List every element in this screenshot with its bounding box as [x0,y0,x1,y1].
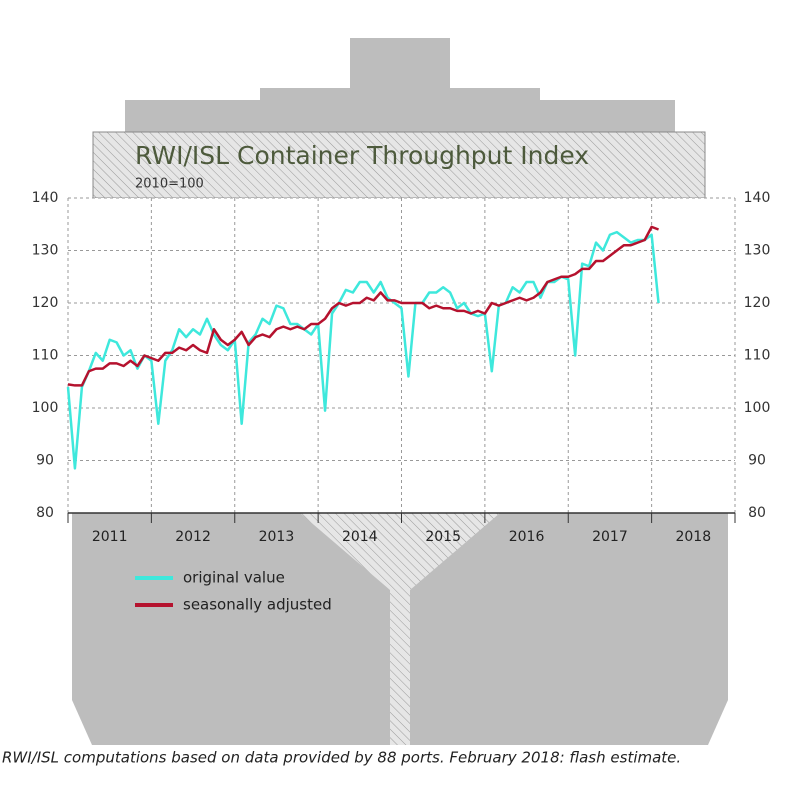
hull-hatch [300,513,500,745]
y-tick-label: 140 [32,190,59,206]
series-line [67,225,659,387]
x-tick-label: 2017 [592,529,628,545]
x-tick-label: 2013 [259,529,295,545]
x-tick-label: 2016 [509,529,545,545]
ship-bridge [125,100,675,132]
y2-tick-label: 90 [748,453,766,469]
y2-tick-label: 130 [744,243,771,259]
y-tick-label: 120 [32,295,59,311]
x-tick-label: 2012 [175,529,211,545]
y2-tick-label: 110 [744,348,771,364]
y-tick-label: 110 [32,348,59,364]
chart-subtitle: 2010=100 [135,177,204,192]
ship-funnel [350,38,450,90]
chart-title: RWI/ISL Container Throughput Index [135,141,589,170]
x-tick-label: 2018 [675,529,711,545]
y-tick-label: 130 [32,243,59,259]
y-tick-label: 80 [36,505,54,521]
y2-tick-label: 100 [744,400,771,416]
footnote: RWI/ISL computations based on data provi… [2,749,681,767]
legend-label: seasonally adjusted [183,596,332,614]
y2-tick-label: 140 [744,190,771,206]
ship-deck [260,88,540,102]
x-tick-label: 2014 [342,529,378,545]
y-tick-label: 100 [32,400,59,416]
y2-tick-label: 80 [748,505,766,521]
y2-tick-label: 120 [744,295,771,311]
x-tick-label: 2011 [92,529,128,545]
x-tick-label: 2015 [425,529,461,545]
legend-label: original value [183,569,285,587]
title-box [92,131,706,199]
y-tick-label: 90 [36,453,54,469]
